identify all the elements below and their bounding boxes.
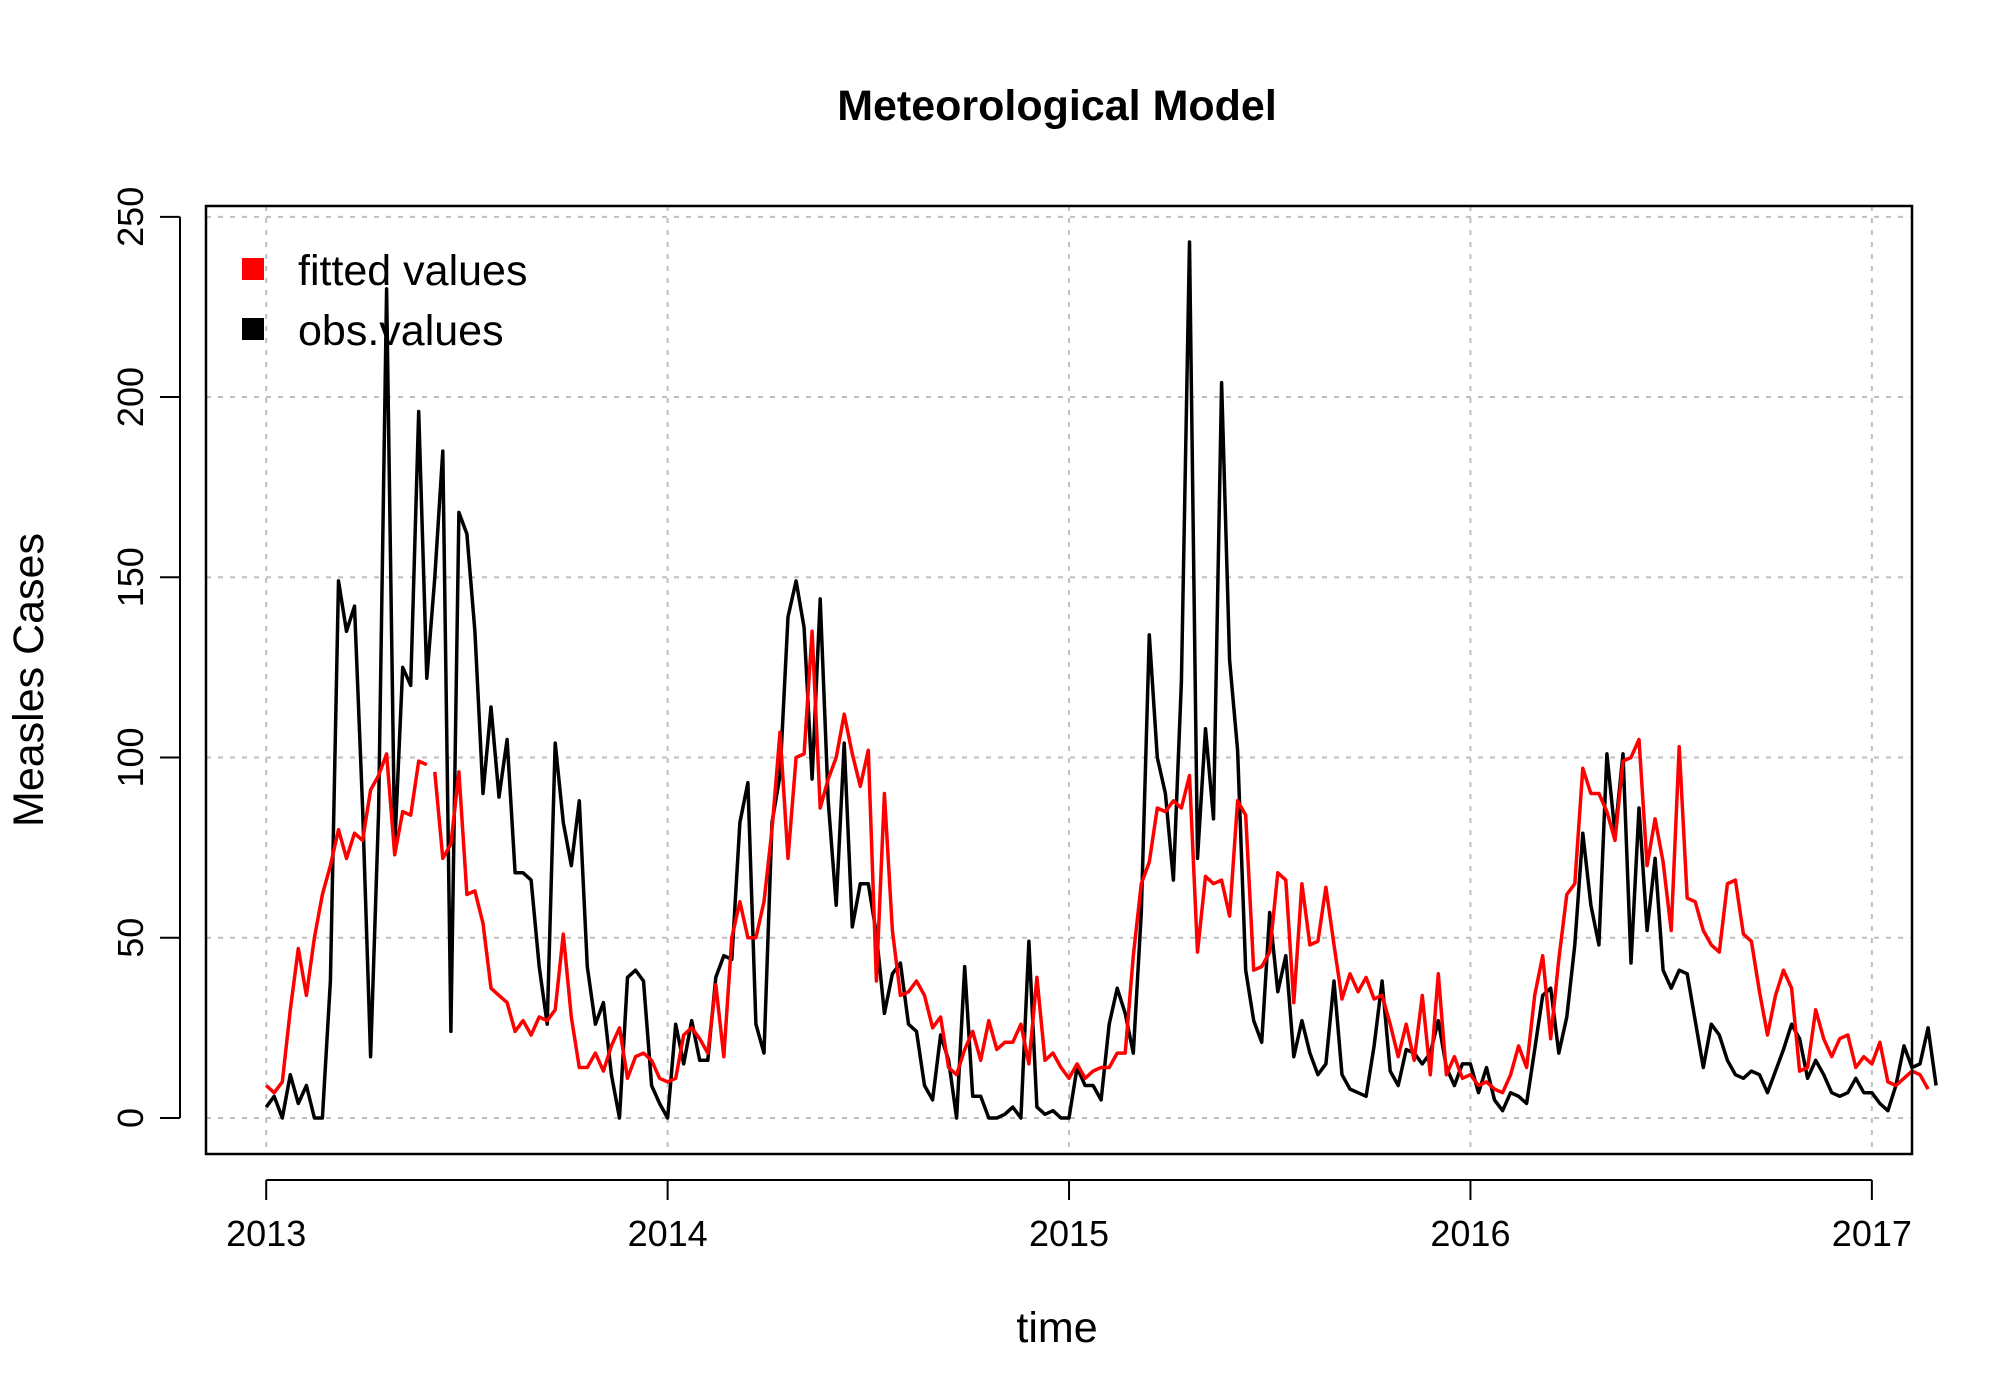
y-axis: 0 50 100 150 200 250 xyxy=(110,187,181,1128)
legend-swatch-1 xyxy=(242,318,264,340)
chart-title: Meteorological Model xyxy=(837,82,1277,130)
x-tick-label-0: 2013 xyxy=(226,1213,306,1254)
y-tick-label-4: 200 xyxy=(110,367,151,427)
legend-label-0: fitted values xyxy=(298,247,527,295)
x-axis: 2013 2014 2015 2016 2017 xyxy=(226,1179,1912,1254)
y-tick-label-3: 150 xyxy=(110,547,151,607)
y-tick-label-5: 250 xyxy=(110,187,151,247)
x-tick-label-3: 2016 xyxy=(1430,1213,1510,1254)
x-tick-label-4: 2017 xyxy=(1832,1213,1912,1254)
y-tick-label-0: 0 xyxy=(110,1108,151,1128)
y-tick-label-1: 50 xyxy=(110,918,151,958)
series-layer xyxy=(264,240,1938,1120)
series-line-obs-values xyxy=(264,240,1938,1120)
x-axis-label: time xyxy=(1016,1304,1097,1352)
series-line-fitted-values xyxy=(265,629,1930,1095)
y-axis-label: Measles Cases xyxy=(5,533,53,827)
x-tick-label-2: 2015 xyxy=(1029,1213,1109,1254)
legend-swatch-0 xyxy=(242,258,264,280)
y-tick-label-2: 100 xyxy=(110,727,151,787)
legend: fitted values obs.values xyxy=(242,247,527,355)
x-tick-label-1: 2014 xyxy=(628,1213,708,1254)
legend-label-1: obs.values xyxy=(298,307,504,355)
plot-frame xyxy=(204,204,1914,1156)
